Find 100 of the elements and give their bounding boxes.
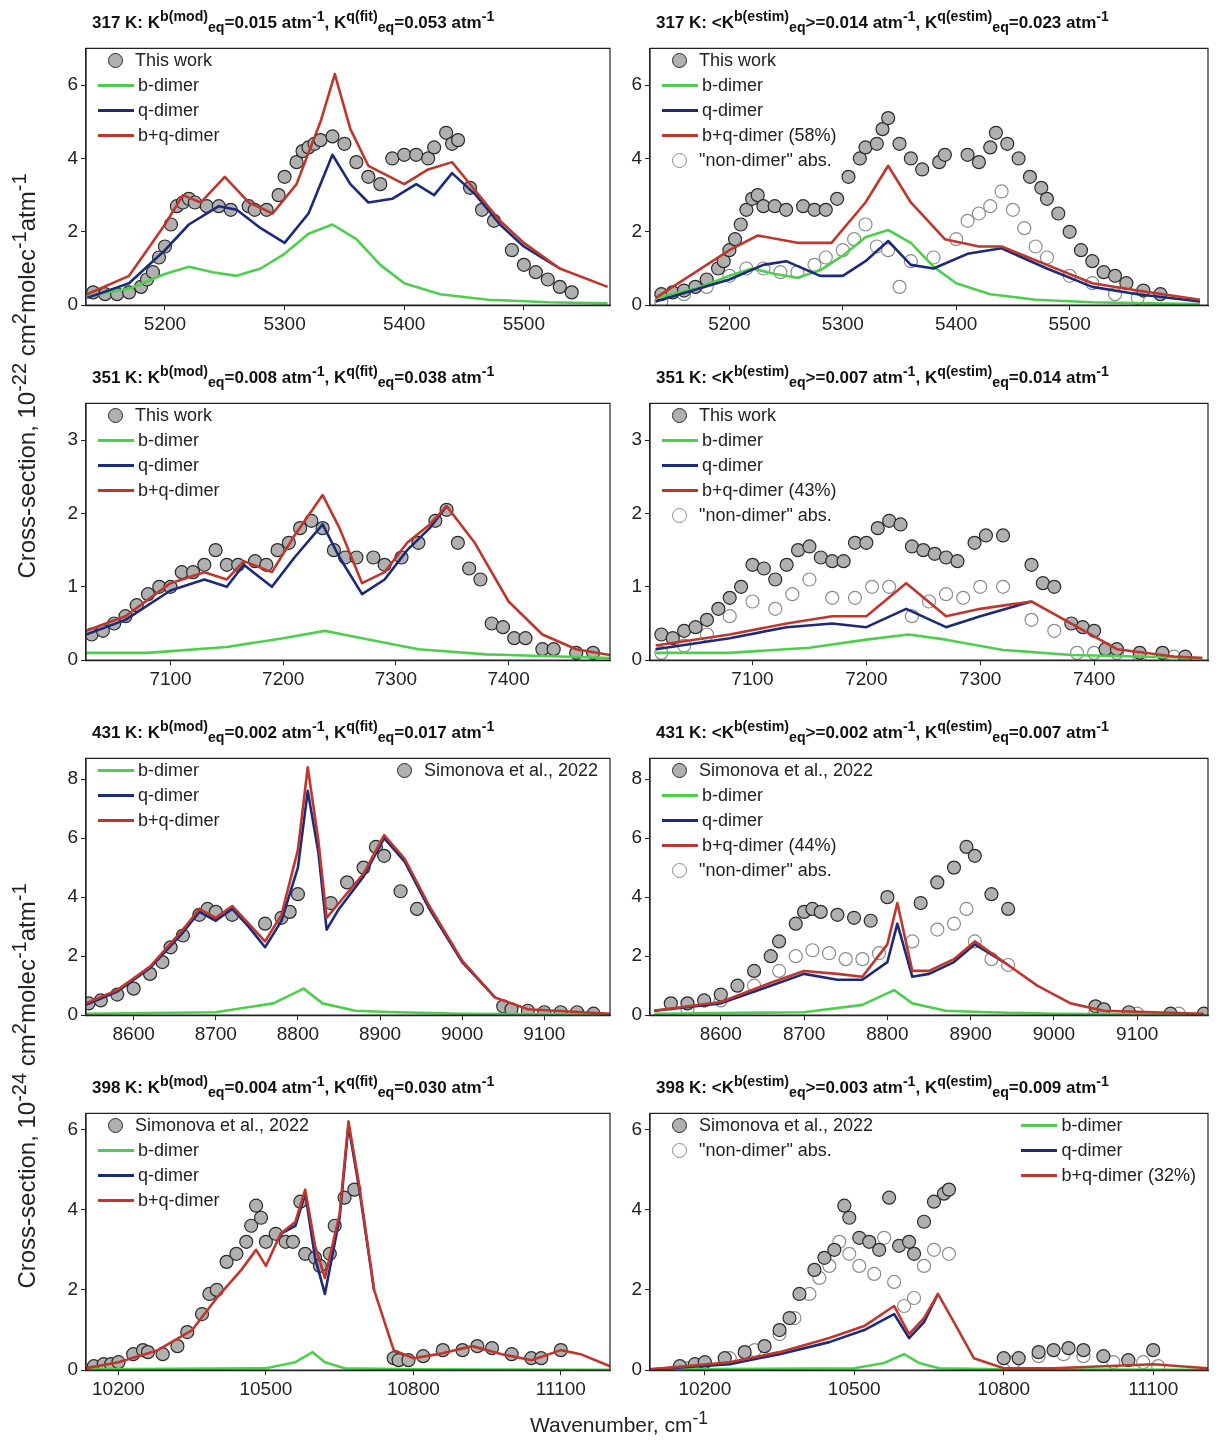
- x-tick-label: 7200: [845, 667, 888, 689]
- chart-title: 317 K: <K$^{b(estim)}$$_{eq}$>=0.014 atm$^{-1}$, K$^{q(estim)}$$_{eq}$=0.023 atm$^{-1}$: [656, 8, 1109, 36]
- x-tick-label: 10200: [92, 1377, 145, 1399]
- x-tick-label: 10500: [827, 1377, 881, 1399]
- x-tick-label: 7400: [487, 667, 530, 689]
- legend-label: b-dimer: [702, 430, 764, 451]
- chart-title: 431 K: <K$^{b(estim)}$$_{eq}$>=0.002 atm$^{-1}$, K$^{q(estim)}$$_{eq}$=0.007 atm$^{-1}$: [656, 718, 1109, 746]
- x-tick-label: 10800: [977, 1377, 1031, 1399]
- x-tick-label: 8900: [949, 1022, 992, 1044]
- legend-label: b+q-dimer (58%): [702, 125, 837, 146]
- legend-label: q-dimer: [138, 455, 200, 476]
- y-tick-label: 2: [67, 944, 78, 966]
- x-tick-label: 8700: [194, 1022, 237, 1044]
- legend-label: q-dimer: [702, 455, 764, 476]
- legend-label: Simonova et al., 2022: [699, 760, 874, 781]
- x-tick-label: 8800: [866, 1022, 909, 1044]
- legend-label: b-dimer: [138, 1140, 200, 1161]
- x-tick-label: 8700: [782, 1022, 826, 1044]
- y-tick-label: 2: [631, 944, 642, 966]
- x-axis-title: Wavenumber, cm$^{-1}$: [529, 1408, 709, 1437]
- x-tick-label: 7100: [149, 667, 192, 689]
- legend-label: q-dimer: [702, 100, 764, 121]
- y-tick-label: 6: [67, 73, 78, 95]
- x-tick-label: 5200: [708, 312, 751, 334]
- legend-label: Simonova et al., 2022: [423, 760, 598, 781]
- x-tick-label: 7400: [1072, 667, 1116, 689]
- legend-label: b-dimer: [138, 430, 200, 451]
- legend-label: b+q-dimer (43%): [702, 480, 837, 501]
- x-tick-label: 8800: [276, 1022, 320, 1044]
- x-tick-label: 5300: [821, 312, 864, 334]
- x-tick-label: 7300: [374, 667, 418, 689]
- legend-label: This work: [699, 405, 777, 426]
- legend-label: b+q-dimer: [138, 810, 220, 831]
- y-tick-label: 2: [631, 1278, 642, 1300]
- legend-label: q-dimer: [702, 810, 764, 831]
- legend-label: b+q-dimer: [138, 480, 220, 501]
- legend-label: This work: [699, 50, 777, 71]
- x-tick-label: 5200: [143, 312, 187, 334]
- chart-title: 398 K: <K$^{b(estim)}$$_{eq}$>=0.003 atm$^{-1}$, K$^{q(estim)}$$_{eq}$=0.009 atm$^{-1}$: [656, 1073, 1109, 1101]
- legend-label: b-dimer: [702, 785, 764, 806]
- legend-label: This work: [135, 405, 213, 426]
- y-tick-label: 6: [631, 1117, 642, 1139]
- x-tick-label: 5400: [383, 312, 426, 334]
- legend-label: q-dimer: [138, 100, 200, 121]
- y-tick-label: 0: [67, 1003, 78, 1025]
- y-tick-label: 1: [631, 575, 642, 597]
- y-tick-label: 1: [67, 575, 78, 597]
- chart-title: 351 K: K$^{b(mod)}$$_{eq}$=0.008 atm$^{-1}$, K$^{q(fit)}$$_{eq}$=0.038 atm$^{-1}$: [92, 363, 495, 391]
- x-tick-label: 9000: [441, 1022, 484, 1044]
- y-tick-label: 3: [67, 428, 78, 450]
- legend-label: b-dimer: [1061, 1115, 1123, 1136]
- x-tick-label: 8600: [112, 1022, 155, 1044]
- y-tick-label: 3: [631, 428, 642, 450]
- y-tick-label: 0: [67, 1358, 78, 1380]
- x-tick-label: 11100: [1128, 1377, 1179, 1399]
- y-tick-label: 4: [67, 885, 79, 907]
- chart-title: 431 K: K$^{b(mod)}$$_{eq}$=0.002 atm$^{-1}$, K$^{q(fit)}$$_{eq}$=0.017 atm$^{-1}$: [92, 718, 495, 746]
- legend-label: b-dimer: [138, 760, 200, 781]
- chart-title: 351 K: <K$^{b(estim)}$$_{eq}$>=0.007 atm$^{-1}$, K$^{q(estim)}$$_{eq}$=0.014 atm$^{-1}$: [656, 363, 1109, 391]
- legend-label: b+q-dimer: [138, 125, 220, 146]
- y-tick-label: 4: [631, 146, 643, 168]
- y-tick-label: 6: [631, 73, 642, 95]
- y-tick-label: 4: [67, 146, 79, 168]
- x-tick-label: 5400: [935, 312, 978, 334]
- legend-label: b+q-dimer (44%): [702, 835, 837, 856]
- legend-label: q-dimer: [138, 1165, 200, 1186]
- x-tick-label: 5500: [1048, 312, 1091, 334]
- chart-title: 317 K: K$^{b(mod)}$$_{eq}$=0.015 atm$^{-1}$, K$^{q(fit)}$$_{eq}$=0.053 atm$^{-1}$: [92, 8, 495, 36]
- legend-label: "non-dimer" abs.: [699, 150, 832, 171]
- legend-label: Simonova et al., 2022: [135, 1115, 310, 1136]
- x-tick-label: 5300: [263, 312, 306, 334]
- y-tick-label: 0: [631, 1003, 642, 1025]
- y-tick-label: 0: [631, 293, 642, 315]
- y-tick-label: 0: [631, 648, 642, 670]
- legend-label: q-dimer: [1061, 1140, 1123, 1161]
- legend-label: "non-dimer" abs.: [699, 1140, 832, 1161]
- y-tick-label: 4: [631, 1197, 643, 1219]
- y-tick-label: 0: [67, 293, 78, 315]
- legend-label: "non-dimer" abs.: [699, 860, 832, 881]
- x-tick-label: 11100: [535, 1377, 586, 1399]
- x-tick-label: 7100: [731, 667, 774, 689]
- legend-label: b+q-dimer (32%): [1061, 1165, 1196, 1186]
- legend-label: b-dimer: [702, 75, 764, 96]
- legend-label: "non-dimer" abs.: [699, 505, 832, 526]
- y-tick-label: 2: [67, 1278, 78, 1300]
- legend-label: This work: [135, 50, 213, 71]
- y-tick-label: 8: [67, 767, 78, 789]
- y-tick-label: 0: [631, 1358, 642, 1380]
- x-tick-label: 10200: [678, 1377, 732, 1399]
- chart-title: 398 K: K$^{b(mod)}$$_{eq}$=0.004 atm$^{-1}$, K$^{q(fit)}$$_{eq}$=0.030 atm$^{-1}$: [92, 1073, 495, 1101]
- x-tick-label: 9100: [1116, 1022, 1159, 1044]
- y-tick-label: 4: [631, 885, 643, 907]
- legend-label: b-dimer: [138, 75, 200, 96]
- y-tick-label: 0: [67, 648, 78, 670]
- x-tick-label: 7200: [262, 667, 305, 689]
- y-tick-label: 6: [67, 826, 78, 848]
- y-tick-label: 8: [631, 767, 642, 789]
- x-tick-label: 9100: [523, 1022, 566, 1044]
- x-tick-label: 8600: [699, 1022, 742, 1044]
- y-tick-label: 6: [67, 1117, 78, 1139]
